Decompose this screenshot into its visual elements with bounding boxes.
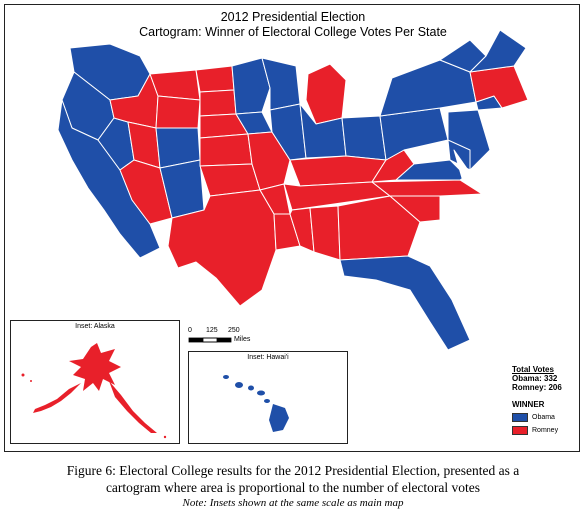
scale-unit: Miles: [234, 336, 251, 343]
scale-bar-graphic: [188, 337, 232, 343]
legend-label-romney: Romney: [532, 427, 559, 434]
state-ohio: [341, 115, 387, 161]
inset-hawaii-title: Inset: Hawai'i: [247, 354, 289, 361]
legend-label-obama: Obama: [532, 414, 555, 421]
inset-hawaii: Inset: Hawai'i: [188, 351, 348, 444]
caption-line1: Figure 6: Electoral College results for …: [66, 463, 520, 478]
map-title-line2: Cartogram: Winner of Electoral College V…: [139, 25, 447, 39]
legend-total-votes-heading: Total Votes: [512, 365, 554, 374]
legend-item-romney: Romney: [512, 426, 582, 435]
state-montana: [149, 69, 201, 101]
state-north-dakota: [195, 65, 235, 93]
hawaii-shape: [223, 375, 289, 432]
state-kentucky: [289, 155, 387, 187]
scale-tick-125: 125: [206, 327, 218, 334]
caption-line2: cartogram where area is proportional to …: [105, 480, 481, 495]
legend-romney-total: Romney: 206: [512, 383, 562, 392]
map-title: 2012 Presidential Election Cartogram: Wi…: [0, 10, 586, 40]
state-alabama: [309, 205, 341, 261]
figure-caption: Figure 6: Electoral College results for …: [0, 462, 586, 510]
state-wyoming: [155, 95, 201, 129]
legend-winner-heading: WINNER: [512, 400, 545, 409]
state-pennsylvania: [379, 107, 449, 161]
scale-tick-0: 0: [188, 327, 192, 334]
legend-obama-total: Obama: 332: [512, 374, 558, 383]
state-florida: [339, 255, 471, 351]
state-texas: [167, 189, 277, 307]
state-kansas: [199, 133, 253, 167]
state-delaware: [453, 149, 481, 179]
legend-swatch-romney: [512, 426, 528, 435]
caption-note: Note: Insets shown at the same scale as …: [182, 497, 404, 509]
state-maine: [469, 29, 527, 73]
inset-alaska-title: Inset: Alaska: [75, 323, 115, 330]
alaska-shape: [21, 343, 167, 439]
legend-item-obama: Obama: [512, 413, 582, 422]
state-north-carolina: [371, 179, 483, 197]
scale-bar: 0 125 250 Miles: [188, 327, 268, 347]
state-michigan: [305, 63, 347, 125]
state-georgia: [337, 195, 421, 261]
state-south-dakota: [199, 89, 237, 117]
inset-alaska: Inset: Alaska: [10, 320, 180, 444]
legend-swatch-obama: [512, 413, 528, 422]
scale-tick-250: 250: [228, 327, 240, 334]
legend: Total Votes Obama: 332 Romney: 206 WINNE…: [512, 365, 582, 435]
state-maryland: [447, 139, 471, 171]
map-title-line1: 2012 Presidential Election: [220, 10, 366, 24]
